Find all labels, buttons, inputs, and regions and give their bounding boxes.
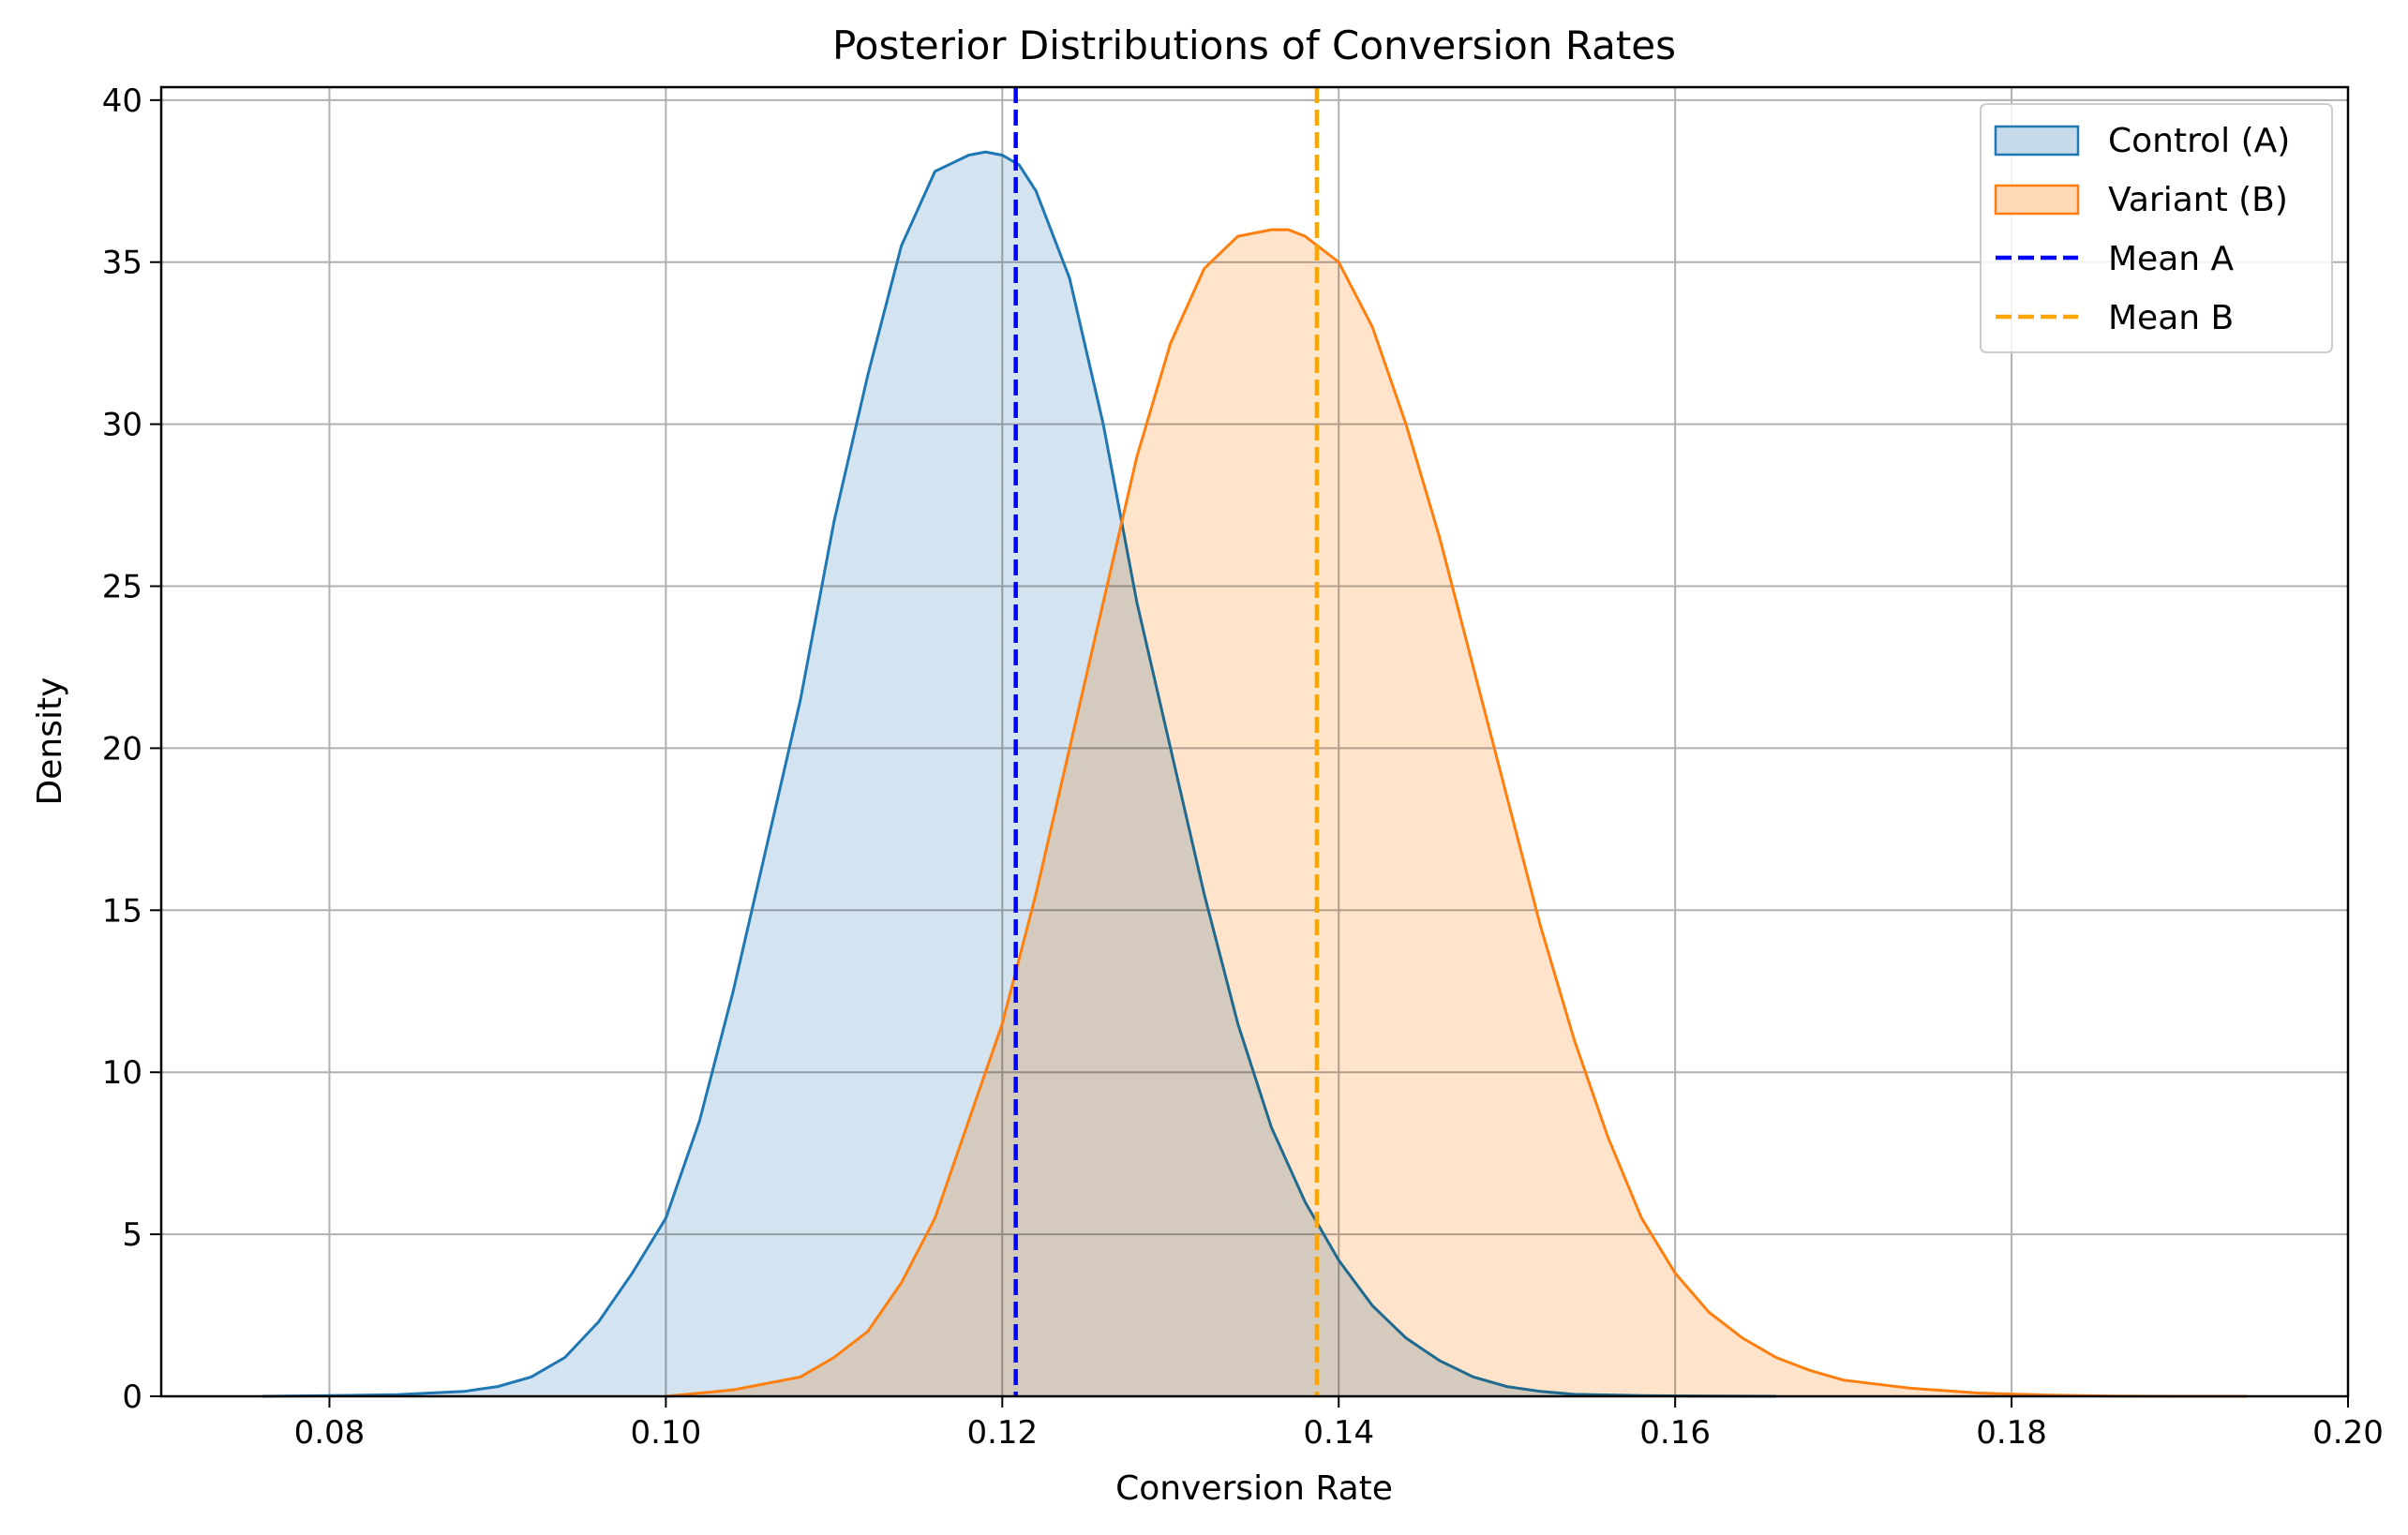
y-tick-label-8: 40	[102, 82, 142, 120]
legend-swatch-1	[1994, 184, 2080, 216]
y-tick-label-5: 25	[102, 569, 142, 606]
density-fill-0	[262, 152, 1776, 1397]
y-axis-ticks: 0 5 10 15 20 25 30 35 40	[102, 82, 161, 1416]
mean-lines	[1013, 87, 1320, 1396]
y-tick-label-2: 10	[102, 1054, 142, 1092]
x-tick-label-0: 0.08	[294, 1414, 366, 1452]
y-tick-label-1: 5	[122, 1216, 142, 1254]
legend-swatch-0	[1994, 125, 2080, 156]
y-tick-label-7: 35	[102, 245, 142, 282]
chart-title: Posterior Distributions of Conversion Ra…	[832, 22, 1676, 68]
legend-label-3: Mean B	[2108, 299, 2234, 337]
x-axis-ticks: 0.08 0.10 0.12 0.14 0.16 0.18 0.20	[294, 1396, 2384, 1452]
density-areas	[262, 150, 2248, 1398]
x-axis-label: Conversion Rate	[1115, 1469, 1393, 1508]
legend-label-2: Mean A	[2108, 240, 2235, 278]
x-tick-label-5: 0.18	[1976, 1414, 2047, 1452]
x-tick-label-3: 0.14	[1303, 1414, 1374, 1452]
y-axis-label: Density	[31, 678, 69, 806]
legend-box	[1980, 103, 2333, 353]
x-tick-label-6: 0.20	[2312, 1414, 2384, 1452]
x-tick-label-2: 0.12	[966, 1414, 1038, 1452]
y-tick-label-0: 0	[122, 1379, 142, 1416]
y-tick-label-3: 15	[102, 892, 142, 930]
density-line-1	[666, 228, 2248, 1398]
density-fill-1	[666, 230, 2248, 1397]
legend-label-0: Control (A)	[2108, 122, 2290, 160]
plot-frame	[159, 85, 2350, 1398]
x-tick-label-1: 0.10	[631, 1414, 702, 1452]
legend-label-1: Variant (B)	[2108, 181, 2288, 219]
legend: Control (A) Variant (B) Mean A Mean B	[1980, 103, 2333, 353]
x-tick-label-4: 0.16	[1639, 1414, 1711, 1452]
y-tick-label-6: 30	[102, 407, 142, 444]
y-tick-label-4: 20	[102, 730, 142, 768]
